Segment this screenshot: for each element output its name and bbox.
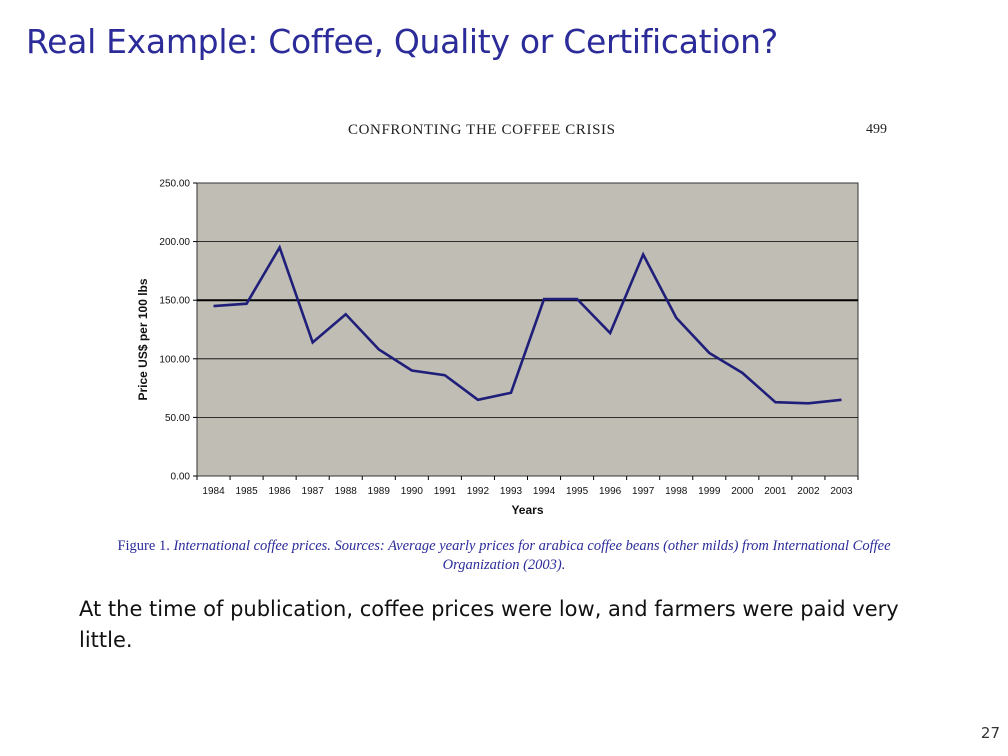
x-tick-label: 1986 <box>269 486 292 497</box>
y-axis-label: Price US$ per 100 lbs <box>136 278 150 400</box>
y-tick-label: 50.00 <box>165 413 190 424</box>
caption-body: International coffee prices. Sources: Av… <box>173 538 891 573</box>
x-tick-label: 1995 <box>566 486 589 497</box>
x-tick-label: 1985 <box>235 486 258 497</box>
x-tick-label: 2000 <box>731 486 754 497</box>
x-tick-label: 1987 <box>302 486 325 497</box>
x-tick-label: 2001 <box>764 486 787 497</box>
y-tick-label: 0.00 <box>171 472 191 483</box>
plot-area <box>196 182 859 477</box>
y-tick-label: 200.00 <box>159 237 190 248</box>
x-tick-label: 1990 <box>401 486 424 497</box>
x-tick-label: 1991 <box>434 486 457 497</box>
slide-title: Real Example: Coffee, Quality or Certifi… <box>26 22 778 61</box>
x-tick-label: 1984 <box>202 486 225 497</box>
paper-running-header: CONFRONTING THE COFFEE CRISIS <box>348 122 616 138</box>
slide-number: 27 <box>980 724 1000 742</box>
x-tick-label: 1997 <box>632 486 655 497</box>
x-tick-label: 2002 <box>797 486 820 497</box>
paper-page-number: 499 <box>866 122 887 137</box>
x-tick-label: 1994 <box>533 486 556 497</box>
x-tick-label: 1988 <box>335 486 358 497</box>
x-tick-label: 1999 <box>698 486 721 497</box>
slide-body-text: At the time of publication, coffee price… <box>79 597 899 652</box>
y-tick-label: 100.00 <box>159 354 190 365</box>
caption-lead: Figure 1. <box>117 538 170 554</box>
y-tick-label: 150.00 <box>159 296 190 307</box>
x-axis-label: Years <box>511 503 543 517</box>
y-tick-label: 250.00 <box>159 179 190 190</box>
x-tick-label: 1989 <box>368 486 391 497</box>
x-tick-label: 2003 <box>830 486 853 497</box>
x-tick-label: 1996 <box>599 486 622 497</box>
x-tick-label: 1993 <box>500 486 523 497</box>
price-line <box>213 244 842 405</box>
figure-caption: Figure 1. International coffee prices. S… <box>104 537 904 575</box>
x-tick-label: 1992 <box>467 486 490 497</box>
x-tick-label: 1998 <box>665 486 688 497</box>
